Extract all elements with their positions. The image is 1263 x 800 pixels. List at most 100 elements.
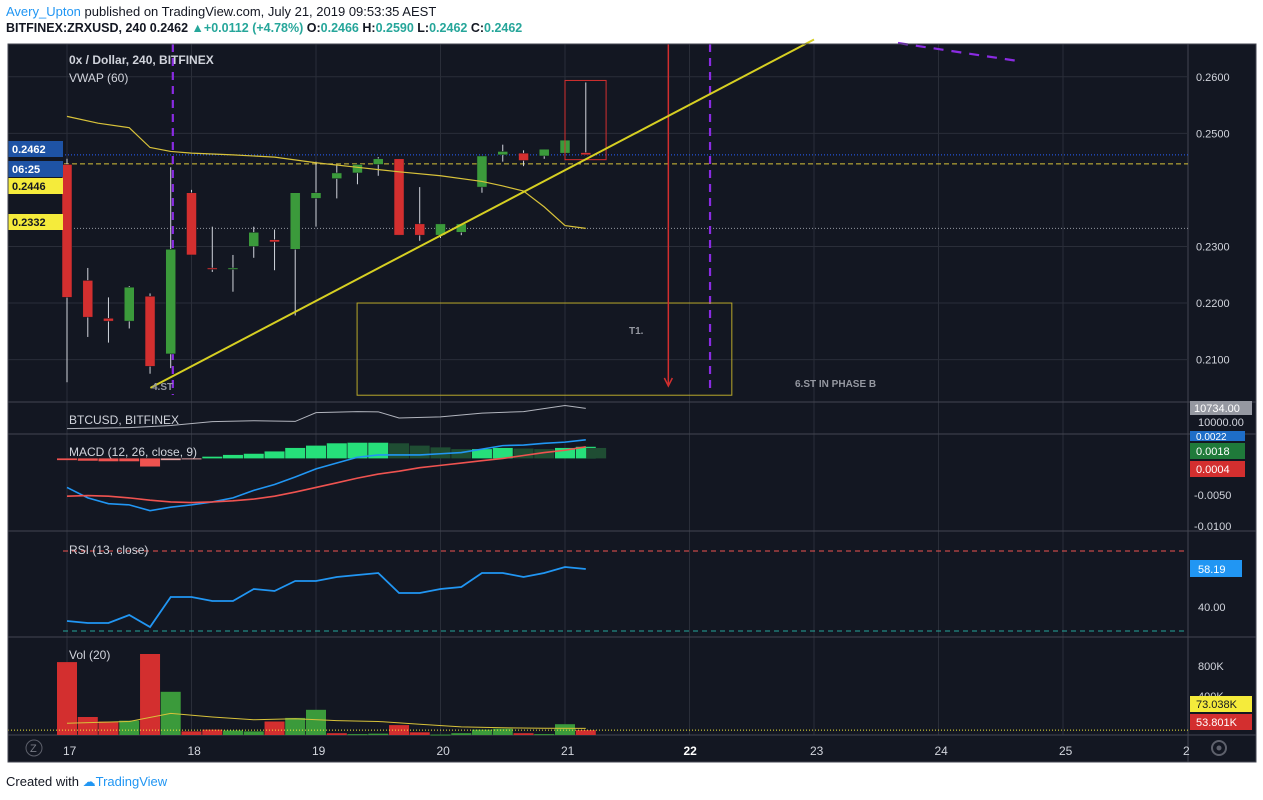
macd-tag-0018 <box>1190 443 1245 459</box>
publish-info: Avery_Upton published on TradingView.com… <box>6 4 436 19</box>
price-tick-label: 0.2100 <box>1196 355 1230 367</box>
macd-histogram-bar <box>264 451 285 459</box>
macd-tag-text: 0.0004 <box>1196 464 1230 476</box>
volume-bar <box>430 734 451 736</box>
rsi-line <box>66 566 586 629</box>
macd-histogram-bar <box>181 458 202 460</box>
macd-histogram-bar <box>555 447 575 459</box>
macd-histogram-bar <box>77 458 98 461</box>
high-label: H: <box>362 21 376 35</box>
candle-body <box>476 155 488 188</box>
candle-body <box>186 192 197 256</box>
price-change: +0.0112 (+4.78%) <box>203 21 304 35</box>
macd-histogram-bar <box>98 458 119 462</box>
chart-border <box>7 43 1257 763</box>
volume-bar <box>575 730 596 735</box>
annotation-6st: 6.ST IN PHASE B <box>795 379 876 390</box>
trend-line <box>149 38 815 389</box>
candle-body <box>331 172 343 179</box>
created-with-text: Created with <box>6 774 79 789</box>
annotation-4st: 4.ST <box>152 382 173 393</box>
macd-tick-label: -0.0100 <box>1194 521 1231 533</box>
macd-histogram-bar <box>57 458 77 461</box>
candle-body <box>580 152 592 156</box>
btc-price-tag-text: 10734.00 <box>1194 403 1240 415</box>
volume-ma-tag <box>1190 696 1252 712</box>
price-tick-label: 0.2500 <box>1196 128 1230 140</box>
candle-body <box>124 286 135 322</box>
macd-histogram-bar <box>389 443 410 459</box>
macd-tag-text: 0.0018 <box>1196 446 1230 458</box>
btc-tick-label: 10000.00 <box>1198 417 1244 429</box>
volume-ma-tag-text: 73.038K <box>1196 699 1238 711</box>
tradingview-logo-icon: ☁ <box>82 774 96 789</box>
price-tag-text: 0.2332 <box>12 217 46 229</box>
candle-body <box>373 158 384 165</box>
macd-histogram-bar <box>451 449 472 459</box>
x-tick-label: 21 <box>561 744 575 758</box>
rsi-pane-title: RSI (13, close) <box>69 543 148 557</box>
symbol-label: BITFINEX:ZRXUSD, 240 <box>6 21 147 35</box>
price-tag-left-1 <box>8 161 63 177</box>
price-tag-left-0 <box>8 141 63 157</box>
x-tick-label-clipped: 2 <box>1183 744 1190 758</box>
close-value: 0.2462 <box>484 21 523 35</box>
candle-body <box>144 295 156 367</box>
macd-tag-text: 0.0022 <box>1196 432 1227 443</box>
volume-pane-title: Vol (20) <box>69 648 110 662</box>
candle-body <box>289 192 301 250</box>
macd-tag-0004 <box>1190 461 1245 477</box>
open-value: 0.2466 <box>320 21 359 35</box>
price-tick-label: 0.2600 <box>1196 72 1230 84</box>
macd-histogram-bar <box>222 454 243 459</box>
volume-ma-line <box>66 712 586 729</box>
macd-line <box>66 439 586 512</box>
volume-tick-label: 800K <box>1198 661 1224 673</box>
x-tick-label: 20 <box>437 744 451 758</box>
rsi-tick-label: 40.00 <box>1198 602 1226 614</box>
candle-body <box>310 192 322 199</box>
signal-line <box>66 445 586 504</box>
rsi-value-text: 58.19 <box>1198 564 1226 576</box>
x-tick-label: 19 <box>312 744 326 758</box>
volume-bar <box>326 733 347 735</box>
volume-bar <box>389 725 410 735</box>
price-tag-left-2 <box>8 178 63 194</box>
volume-bar <box>492 728 513 735</box>
close-label: C: <box>470 21 485 35</box>
btc-pane-title: BTCUSD, BITFINEX <box>69 413 179 427</box>
author-link[interactable]: Avery_Upton <box>6 4 81 19</box>
volume-bar <box>202 729 223 735</box>
x-tick-label: 25 <box>1059 744 1073 758</box>
price-tag-text: 0.2462 <box>12 144 46 156</box>
candle-body <box>165 249 176 355</box>
macd-histogram-bar <box>409 445 430 459</box>
ohlc-header: BITFINEX:ZRXUSD, 240 0.2462 ▲+0.0112 (+4… <box>6 21 522 35</box>
volume-bar <box>77 717 98 735</box>
gear-icon[interactable] <box>1211 740 1227 756</box>
macd-tag-0022 <box>1190 431 1245 441</box>
candle-body <box>414 223 425 236</box>
volume-bar <box>347 734 368 736</box>
low-value: 0.2462 <box>429 21 468 35</box>
candle-body <box>352 164 363 174</box>
volume-bar <box>222 730 243 735</box>
vwap-line <box>66 115 586 229</box>
up-arrow-icon: ▲ <box>191 21 204 35</box>
arrow-head-icon <box>663 377 674 388</box>
macd-histogram-bar <box>306 445 326 459</box>
macd-histogram-bar <box>586 447 607 459</box>
price-tag-text: 06:25 <box>12 164 40 176</box>
phase-diag-line <box>897 41 1019 63</box>
volume-bar <box>264 721 285 735</box>
candle-body <box>269 239 280 243</box>
last-price: 0.2462 <box>149 21 189 35</box>
z-toggle-button[interactable] <box>25 739 43 757</box>
tradingview-link[interactable]: TradingView <box>95 774 168 789</box>
macd-histogram-bar <box>160 458 181 461</box>
volume-bar <box>409 732 430 735</box>
volume-bar <box>98 721 119 735</box>
candle-body <box>103 318 114 322</box>
macd-histogram-bar <box>243 453 264 459</box>
